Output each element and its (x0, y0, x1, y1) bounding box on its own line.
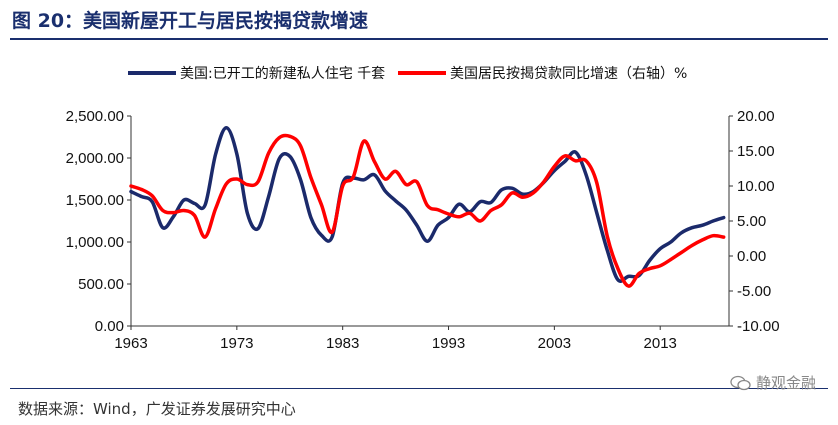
wechat-icon (730, 375, 751, 390)
chart-title: 图 20：美国新屋开工与居民按揭贷款增速 (12, 10, 369, 32)
top-rule (10, 38, 828, 40)
source-note: 数据来源：Wind，广发证券发展研究中心 (18, 400, 296, 418)
right-tick-label: 10.00 (737, 178, 775, 195)
watermark: 静观金融 (730, 372, 816, 393)
x-tick-label: 2013 (644, 335, 677, 352)
left-tick-label: 500.00 (78, 276, 124, 293)
x-tick-label: 1963 (114, 335, 147, 352)
left-tick-label: 0.00 (95, 318, 124, 335)
chart: 美国:已开工的新建私人住宅 千套 美国居民按揭贷款同比增速（右轴）% 0.00 5… (66, 66, 780, 352)
legend: 美国:已开工的新建私人住宅 千套 美国居民按揭贷款同比增速（右轴）% (128, 66, 687, 82)
x-tick-label: 1973 (220, 335, 253, 352)
left-tick-label: 2,000.00 (66, 150, 124, 167)
right-tick-label: 5.00 (737, 213, 766, 230)
x-tick-label: 2003 (538, 335, 571, 352)
axes: 0.00 500.00 1,000.00 1,500.00 2,000.00 2,500.… (66, 108, 780, 352)
series-line-2 (129, 133, 726, 288)
left-tick-label: 1,000.00 (66, 234, 124, 251)
left-tick-label: 1,500.00 (66, 192, 124, 209)
right-tick-label: -5.00 (737, 283, 771, 300)
watermark-text: 静观金融 (755, 374, 816, 392)
series-line-1 (129, 126, 726, 283)
right-tick-label: 20.00 (737, 108, 775, 125)
left-tick-label: 2,500.00 (66, 108, 124, 125)
series-lines (129, 126, 726, 288)
legend-label-series-2: 美国居民按揭贷款同比增速（右轴）% (450, 66, 687, 82)
right-tick-label: 15.00 (737, 143, 775, 160)
x-tick-label: 1983 (326, 335, 359, 352)
bottom-rule (10, 388, 828, 389)
right-tick-label: 0.00 (737, 248, 766, 265)
legend-label-series-1: 美国:已开工的新建私人住宅 千套 (180, 66, 385, 82)
right-tick-label: -10.00 (737, 318, 780, 335)
x-tick-label: 1993 (432, 335, 465, 352)
